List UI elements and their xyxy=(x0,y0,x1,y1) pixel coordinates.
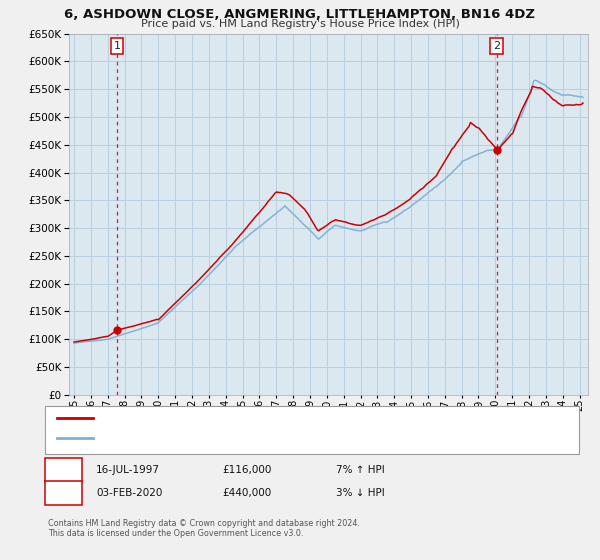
Text: 6, ASHDOWN CLOSE, ANGMERING, LITTLEHAMPTON, BN16 4DZ (detached house): 6, ASHDOWN CLOSE, ANGMERING, LITTLEHAMPT… xyxy=(98,413,451,422)
Text: This data is licensed under the Open Government Licence v3.0.: This data is licensed under the Open Gov… xyxy=(48,529,304,538)
Text: Price paid vs. HM Land Registry's House Price Index (HPI): Price paid vs. HM Land Registry's House … xyxy=(140,19,460,29)
Text: HPI: Average price, detached house, Arun: HPI: Average price, detached house, Arun xyxy=(98,433,278,442)
Text: 3% ↓ HPI: 3% ↓ HPI xyxy=(336,488,385,498)
Text: £440,000: £440,000 xyxy=(222,488,271,498)
Text: £116,000: £116,000 xyxy=(222,465,271,475)
Text: Contains HM Land Registry data © Crown copyright and database right 2024.: Contains HM Land Registry data © Crown c… xyxy=(48,519,360,528)
Text: 7% ↑ HPI: 7% ↑ HPI xyxy=(336,465,385,475)
Text: 2: 2 xyxy=(60,488,67,498)
Text: 03-FEB-2020: 03-FEB-2020 xyxy=(96,488,163,498)
Text: 1: 1 xyxy=(113,41,121,52)
Text: 1: 1 xyxy=(60,465,67,475)
Text: 6, ASHDOWN CLOSE, ANGMERING, LITTLEHAMPTON, BN16 4DZ: 6, ASHDOWN CLOSE, ANGMERING, LITTLEHAMPT… xyxy=(65,8,536,21)
Text: 2: 2 xyxy=(493,41,500,52)
Text: 16-JUL-1997: 16-JUL-1997 xyxy=(96,465,160,475)
